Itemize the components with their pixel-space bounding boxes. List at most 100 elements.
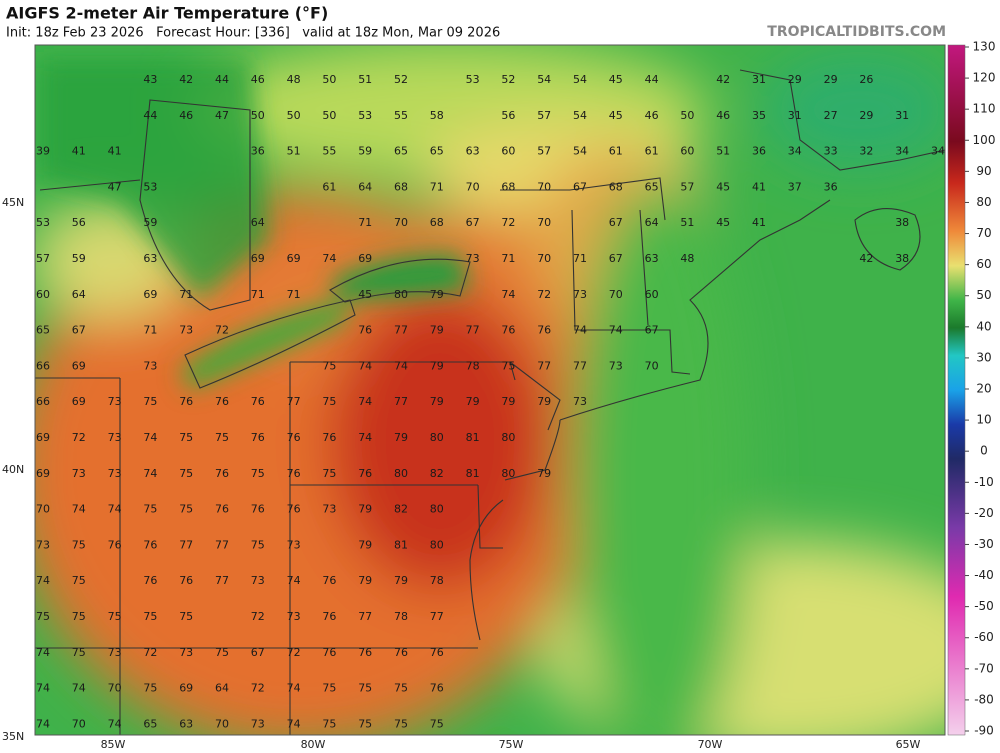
temperature-value: 73 xyxy=(322,503,336,516)
temperature-value: 76 xyxy=(179,395,193,408)
temperature-value: 41 xyxy=(72,145,86,158)
colorbar-label: 100 xyxy=(973,133,996,147)
temperature-value: 63 xyxy=(645,252,659,265)
temperature-value: 68 xyxy=(394,180,408,193)
temperature-value: 73 xyxy=(108,646,122,659)
temperature-value: 75 xyxy=(143,503,157,516)
temperature-value: 68 xyxy=(609,180,623,193)
temperature-value: 32 xyxy=(859,145,873,158)
temperature-value: 75 xyxy=(251,467,265,480)
temperature-value: 59 xyxy=(143,216,157,229)
temperature-value: 50 xyxy=(251,109,265,122)
temperature-value: 51 xyxy=(680,216,694,229)
temperature-value: 42 xyxy=(179,73,193,86)
temperature-value: 76 xyxy=(215,467,229,480)
temperature-value: 75 xyxy=(358,717,372,730)
temperature-value: 63 xyxy=(179,717,193,730)
longitude-label: 70W xyxy=(698,738,723,751)
temperature-value: 42 xyxy=(859,252,873,265)
temperature-value: 71 xyxy=(430,180,444,193)
temperature-value: 76 xyxy=(322,646,336,659)
temperature-value: 60 xyxy=(680,145,694,158)
temperature-value: 70 xyxy=(609,288,623,301)
map-frame xyxy=(34,44,946,736)
temperature-value: 79 xyxy=(501,395,515,408)
temperature-value: 65 xyxy=(143,717,157,730)
temperature-value: 48 xyxy=(287,73,301,86)
temperature-value: 70 xyxy=(537,180,551,193)
temperature-value: 64 xyxy=(358,180,372,193)
temperature-value: 75 xyxy=(143,610,157,623)
colorbar-label: -50 xyxy=(974,599,994,613)
temperature-value: 70 xyxy=(537,216,551,229)
temperature-value: 80 xyxy=(430,503,444,516)
temperature-value: 67 xyxy=(466,216,480,229)
temperature-value: 57 xyxy=(537,109,551,122)
temperature-value: 29 xyxy=(788,73,802,86)
temperature-value: 29 xyxy=(824,73,838,86)
temperature-value: 57 xyxy=(680,180,694,193)
temperature-value: 74 xyxy=(143,467,157,480)
temperature-value: 76 xyxy=(358,646,372,659)
latitude-label: 45N xyxy=(2,196,24,209)
temperature-value: 77 xyxy=(537,359,551,372)
colorbar-label: 120 xyxy=(973,71,996,85)
temperature-value: 77 xyxy=(430,610,444,623)
temperature-value: 79 xyxy=(430,288,444,301)
temperature-value: 80 xyxy=(501,467,515,480)
temperature-value: 78 xyxy=(430,574,444,587)
temperature-value: 72 xyxy=(287,646,301,659)
temperature-value: 77 xyxy=(215,538,229,551)
temperature-value: 67 xyxy=(251,646,265,659)
temperature-value: 75 xyxy=(72,538,86,551)
colorbar-label: 10 xyxy=(976,413,991,427)
temperature-value: 36 xyxy=(251,145,265,158)
temperature-value: 70 xyxy=(645,359,659,372)
temperature-value: 33 xyxy=(824,145,838,158)
temperature-value: 42 xyxy=(716,73,730,86)
temperature-value: 73 xyxy=(72,467,86,480)
longitude-label: 85W xyxy=(101,738,126,751)
temperature-value: 76 xyxy=(322,610,336,623)
temperature-value: 53 xyxy=(358,109,372,122)
temperature-value: 73 xyxy=(573,395,587,408)
temperature-value: 75 xyxy=(394,682,408,695)
temperature-value: 50 xyxy=(680,109,694,122)
temperature-value: 74 xyxy=(287,574,301,587)
temperature-value: 76 xyxy=(143,574,157,587)
colorbar-ticks: 1301201101009080706050403020100-10-20-30… xyxy=(965,40,995,738)
temperature-value: 67 xyxy=(609,252,623,265)
temperature-value: 71 xyxy=(143,324,157,337)
colorbar xyxy=(947,44,966,736)
temperature-value: 81 xyxy=(466,431,480,444)
temperature-value: 44 xyxy=(645,73,659,86)
colorbar-label: 30 xyxy=(976,350,991,364)
temperature-value: 76 xyxy=(179,574,193,587)
station-values: 43 42 44 46 48 50 51 52 53 52 54 54 45 44 42 31 29 29 26 44… xyxy=(36,73,945,730)
temperature-value: 27 xyxy=(824,109,838,122)
temperature-value: 47 xyxy=(215,109,229,122)
temperature-value: 65 xyxy=(430,145,444,158)
temperature-value: 73 xyxy=(287,538,301,551)
temperature-value: 76 xyxy=(251,395,265,408)
temperature-value: 81 xyxy=(394,538,408,551)
temperature-value: 69 xyxy=(143,288,157,301)
temperature-value: 73 xyxy=(108,467,122,480)
temperature-value: 72 xyxy=(215,324,229,337)
temperature-value: 75 xyxy=(322,359,336,372)
temperature-value: 75 xyxy=(143,682,157,695)
temperature-value: 73 xyxy=(466,252,480,265)
colorbar-label: 70 xyxy=(976,226,991,240)
colorbar-label: 20 xyxy=(976,382,991,396)
temperature-value: 75 xyxy=(322,467,336,480)
temperature-value: 31 xyxy=(895,109,909,122)
temperature-value: 76 xyxy=(251,431,265,444)
temperature-value: 45 xyxy=(716,216,730,229)
temperature-value: 74 xyxy=(358,359,372,372)
temperature-value: 52 xyxy=(394,73,408,86)
longitude-label: 80W xyxy=(301,738,326,751)
temperature-value: 70 xyxy=(394,216,408,229)
temperature-value: 41 xyxy=(752,180,766,193)
temperature-value: 59 xyxy=(72,252,86,265)
temperature-value: 35 xyxy=(752,109,766,122)
